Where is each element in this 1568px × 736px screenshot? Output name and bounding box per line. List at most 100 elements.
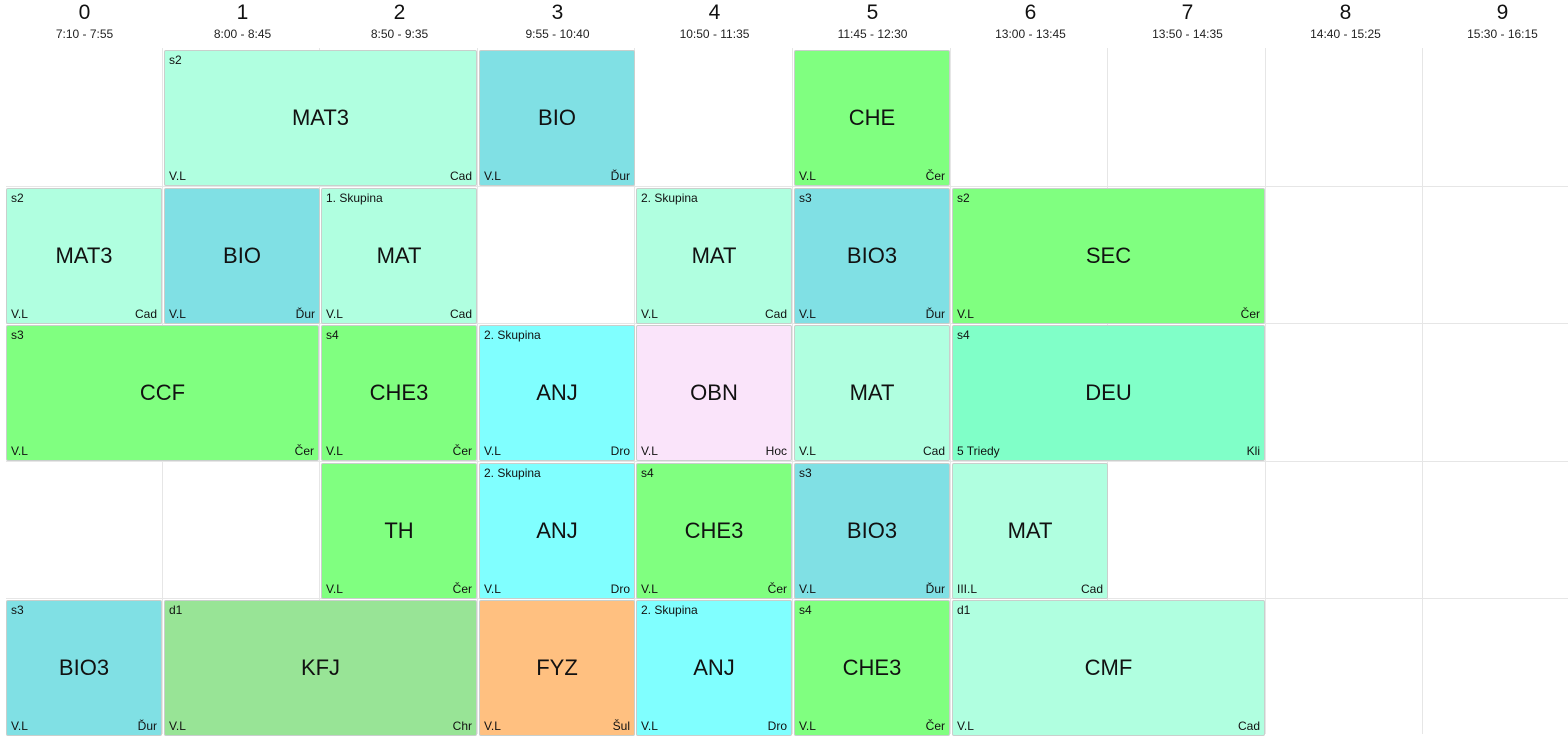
lesson-group: s2	[11, 191, 24, 205]
lesson-subject: KFJ	[300, 655, 341, 680]
lesson-subject: ANJ	[536, 380, 578, 405]
lesson-teacher: Čer	[294, 444, 314, 458]
grid-line-vertical	[950, 48, 951, 734]
lesson-subject: DEU	[1085, 380, 1132, 405]
period-number: 0	[78, 1, 91, 24]
period-time: 15:30 - 16:15	[1467, 27, 1538, 41]
lesson-card-mat[interactable]: MAT III.L Cad	[952, 463, 1108, 599]
period-header-0: 0 7:10 - 7:55	[6, 0, 163, 41]
lesson-card-cmf[interactable]: d1 CMF V.L Cad	[952, 600, 1265, 736]
lesson-card-anj[interactable]: 2. Skupina ANJ V.L Dro	[479, 463, 635, 599]
lesson-teacher: Ďur	[925, 307, 945, 321]
lesson-group: d1	[169, 603, 183, 617]
lesson-card-obn[interactable]: OBN V.L Hoc	[636, 325, 792, 461]
period-number: 5	[866, 1, 879, 24]
lesson-card-fyz[interactable]: FYZ V.L Šul	[479, 600, 635, 736]
lesson-card-sec[interactable]: s2 SEC V.L Čer	[952, 188, 1265, 324]
lesson-room: V.L	[11, 307, 28, 321]
lesson-teacher: Dro	[767, 719, 787, 733]
lesson-card-ccf[interactable]: s3 CCF V.L Čer	[6, 325, 319, 461]
lesson-subject: MAT	[1007, 518, 1053, 543]
lesson-room: V.L	[799, 582, 816, 596]
lesson-teacher: Cad	[922, 444, 945, 458]
grid-line-vertical	[1265, 48, 1266, 734]
lesson-card-bio3[interactable]: s3 BIO3 V.L Ďur	[794, 188, 950, 324]
lesson-teacher: Hoc	[765, 444, 787, 458]
lesson-group: s4	[326, 328, 339, 342]
period-header-2: 2 8:50 - 9:35	[321, 0, 478, 41]
lesson-subject: MAT3	[291, 105, 350, 130]
period-header-1: 1 8:00 - 8:45	[164, 0, 321, 41]
lesson-teacher: Chr	[452, 719, 472, 733]
period-time: 10:50 - 11:35	[679, 27, 750, 41]
lesson-subject: TH	[384, 518, 414, 543]
lesson-subject: BIO	[538, 105, 576, 130]
lesson-teacher: Čer	[1240, 307, 1260, 321]
lesson-teacher: Ďur	[137, 719, 157, 733]
lesson-room: V.L	[641, 719, 658, 733]
lesson-subject: ANJ	[536, 518, 578, 543]
lesson-card-che[interactable]: CHE V.L Čer	[794, 50, 950, 186]
period-header-8: 8 14:40 - 15:25	[1267, 0, 1424, 41]
grid-line-vertical	[1422, 48, 1423, 734]
period-time: 9:55 - 10:40	[525, 27, 590, 41]
lesson-group: s3	[11, 603, 24, 617]
lesson-card-anj[interactable]: 2. Skupina ANJ V.L Dro	[636, 600, 792, 736]
period-time: 8:00 - 8:45	[213, 27, 272, 41]
lesson-group: s4	[641, 466, 654, 480]
lesson-group: s4	[799, 603, 812, 617]
period-number: 7	[1181, 1, 1194, 24]
lesson-room: V.L	[799, 169, 816, 183]
lesson-card-anj[interactable]: 2. Skupina ANJ V.L Dro	[479, 325, 635, 461]
period-time: 13:00 - 13:45	[995, 27, 1066, 41]
lesson-card-th[interactable]: TH V.L Čer	[321, 463, 477, 599]
lesson-card-mat[interactable]: 1. Skupina MAT V.L Cad	[321, 188, 477, 324]
lesson-room: V.L	[169, 719, 186, 733]
lesson-room: V.L	[11, 444, 28, 458]
lesson-room: V.L	[11, 719, 28, 733]
lesson-subject: MAT3	[55, 243, 113, 268]
period-header-6: 6 13:00 - 13:45	[952, 0, 1109, 41]
lesson-teacher: Cad	[1237, 719, 1260, 733]
lesson-subject: BIO3	[846, 243, 898, 268]
lesson-card-mat3[interactable]: s2 MAT3 V.L Cad	[6, 188, 162, 324]
lesson-room: V.L	[641, 444, 658, 458]
period-time: 11:45 - 12:30	[837, 27, 908, 41]
lesson-subject: CHE	[848, 105, 896, 130]
lesson-group: 2. Skupina	[641, 191, 698, 205]
lesson-card-che3[interactable]: s4 CHE3 V.L Čer	[321, 325, 477, 461]
period-header-7: 7 13:50 - 14:35	[1109, 0, 1266, 41]
period-number: 4	[708, 1, 721, 24]
lesson-room: V.L	[326, 582, 343, 596]
grid-line-vertical	[792, 48, 793, 734]
lesson-teacher: Cad	[134, 307, 157, 321]
lesson-card-deu[interactable]: s4 DEU 5 Triedy Kli	[952, 325, 1265, 461]
lesson-card-bio3[interactable]: s3 BIO3 V.L Ďur	[6, 600, 162, 736]
lesson-teacher: Cad	[449, 169, 472, 183]
lesson-room: III.L	[957, 582, 978, 596]
lesson-subject: CHE3	[369, 380, 429, 405]
period-header-4: 4 10:50 - 11:35	[636, 0, 793, 41]
lesson-card-kfj[interactable]: d1 KFJ V.L Chr	[164, 600, 477, 736]
lesson-teacher: Cad	[449, 307, 472, 321]
lesson-card-bio3[interactable]: s3 BIO3 V.L Ďur	[794, 463, 950, 599]
lesson-teacher: Ďur	[295, 307, 315, 321]
lesson-card-mat[interactable]: MAT V.L Cad	[794, 325, 950, 461]
period-time: 13:50 - 14:35	[1152, 27, 1223, 41]
lesson-card-bio[interactable]: BIO V.L Ďur	[479, 50, 635, 186]
period-number: 8	[1339, 1, 1352, 24]
lesson-group: s3	[11, 328, 24, 342]
period-header-5: 5 11:45 - 12:30	[794, 0, 951, 41]
lesson-group: s3	[799, 466, 812, 480]
lesson-card-mat3[interactable]: s2 MAT3 V.L Cad	[164, 50, 477, 186]
lesson-subject: CCF	[139, 380, 186, 405]
lesson-group: 2. Skupina	[484, 328, 541, 342]
lesson-card-mat[interactable]: 2. Skupina MAT V.L Cad	[636, 188, 792, 324]
lesson-card-che3[interactable]: s4 CHE3 V.L Čer	[636, 463, 792, 599]
lesson-subject: ANJ	[693, 655, 735, 680]
lesson-room: V.L	[799, 719, 816, 733]
lesson-card-che3[interactable]: s4 CHE3 V.L Čer	[794, 600, 950, 736]
period-time: 8:50 - 9:35	[370, 27, 429, 41]
lesson-teacher: Čer	[925, 719, 945, 733]
lesson-card-bio[interactable]: BIO V.L Ďur	[164, 188, 320, 324]
